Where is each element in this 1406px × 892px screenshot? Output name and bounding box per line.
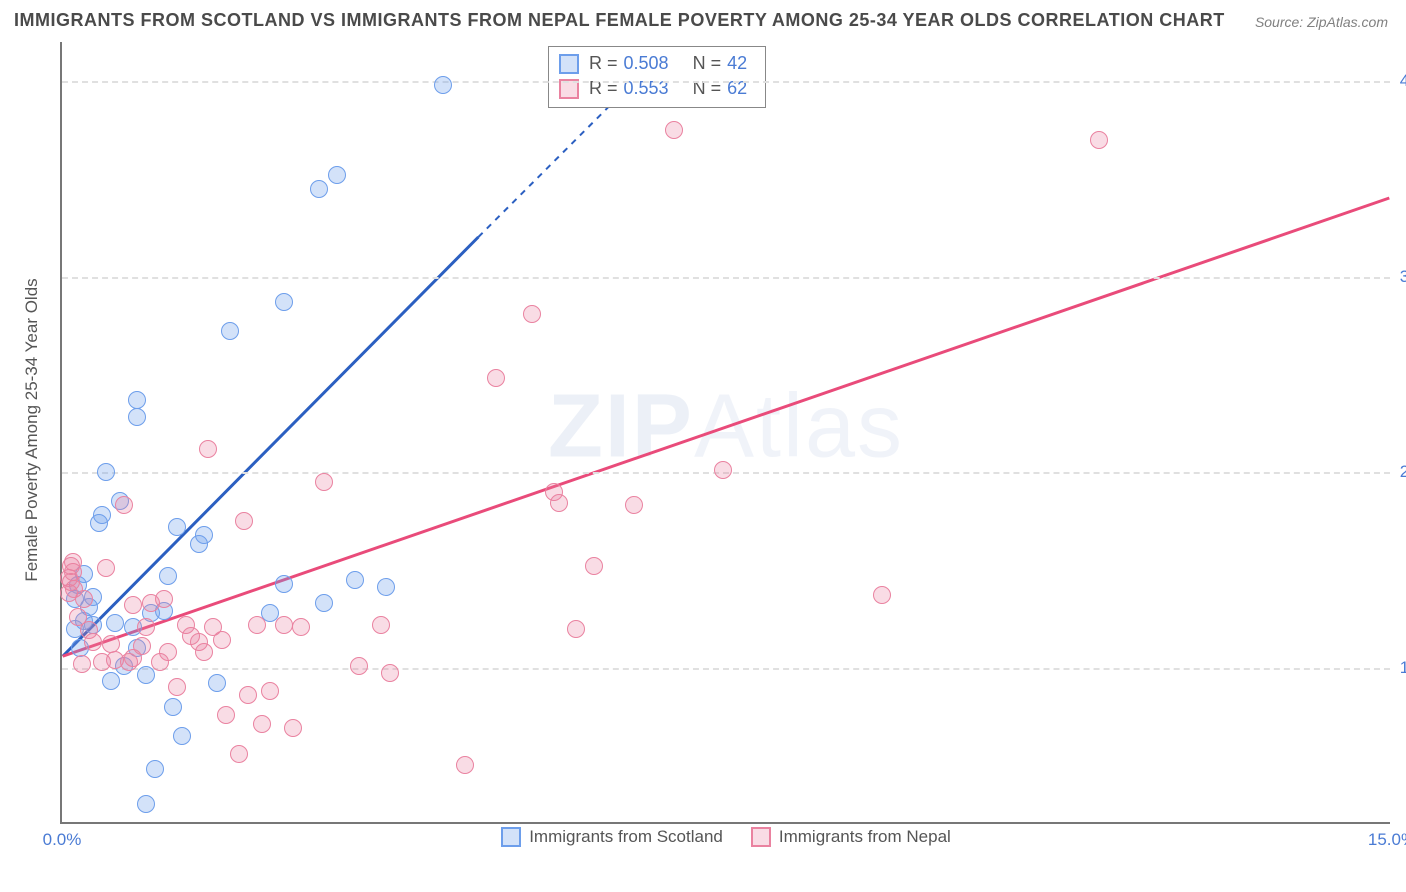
data-point-nepal	[714, 461, 732, 479]
x-tick-label: 0.0%	[43, 830, 82, 850]
data-point-scotland	[315, 594, 333, 612]
data-point-nepal	[253, 715, 271, 733]
x-tick-label: 15.0%	[1368, 830, 1406, 850]
data-point-scotland	[137, 666, 155, 684]
data-point-nepal	[159, 643, 177, 661]
data-point-nepal	[292, 618, 310, 636]
legend-label: Immigrants from Nepal	[779, 827, 951, 847]
data-point-nepal	[235, 512, 253, 530]
y-tick-label: 40.0%	[1400, 71, 1406, 91]
data-point-nepal	[381, 664, 399, 682]
data-point-nepal	[217, 706, 235, 724]
data-point-nepal	[124, 596, 142, 614]
data-point-scotland	[275, 575, 293, 593]
data-point-nepal	[487, 369, 505, 387]
trend-line-scotland	[63, 237, 479, 656]
data-point-nepal	[230, 745, 248, 763]
data-point-nepal	[73, 655, 91, 673]
source-label: Source:	[1255, 14, 1307, 30]
legend: Immigrants from Scotland Immigrants from …	[62, 827, 1390, 852]
legend-item-scotland: Immigrants from Scotland	[501, 827, 723, 847]
data-point-nepal	[625, 496, 643, 514]
data-point-nepal	[155, 590, 173, 608]
stats-n-label: N =	[693, 53, 722, 74]
legend-item-nepal: Immigrants from Nepal	[751, 827, 951, 847]
data-point-scotland	[146, 760, 164, 778]
data-point-nepal	[168, 678, 186, 696]
data-point-nepal	[567, 620, 585, 638]
data-point-scotland	[346, 571, 364, 589]
data-point-nepal	[1090, 131, 1108, 149]
data-point-nepal	[585, 557, 603, 575]
data-point-scotland	[377, 578, 395, 596]
stats-n-value: 42	[727, 53, 747, 74]
source-value: ZipAtlas.com	[1307, 14, 1388, 30]
data-point-nepal	[97, 559, 115, 577]
data-point-nepal	[137, 618, 155, 636]
y-tick-label: 10.0%	[1400, 658, 1406, 678]
stats-r-label: R =	[589, 53, 618, 74]
data-point-nepal	[350, 657, 368, 675]
data-point-nepal	[284, 719, 302, 737]
data-point-scotland	[168, 518, 186, 536]
data-point-nepal	[75, 590, 93, 608]
data-point-nepal	[115, 496, 133, 514]
legend-label: Immigrants from Scotland	[529, 827, 723, 847]
data-point-nepal	[261, 682, 279, 700]
data-point-nepal	[239, 686, 257, 704]
data-point-nepal	[199, 440, 217, 458]
gridline-h	[62, 668, 1390, 670]
correlation-stats-box: R = 0.508 N =42R =0.553N =62	[548, 46, 766, 108]
data-point-nepal	[456, 756, 474, 774]
data-point-scotland	[93, 506, 111, 524]
stats-r-value: 0.508	[624, 53, 669, 74]
data-point-nepal	[550, 494, 568, 512]
data-point-scotland	[128, 391, 146, 409]
data-point-nepal	[213, 631, 231, 649]
data-point-scotland	[106, 614, 124, 632]
stats-swatch-scotland	[559, 54, 579, 74]
data-point-nepal	[523, 305, 541, 323]
data-point-nepal	[248, 616, 266, 634]
gridline-h	[62, 277, 1390, 279]
stats-row-scotland: R = 0.508 N =42	[559, 51, 751, 76]
source-attribution: Source: ZipAtlas.com	[1255, 14, 1388, 30]
data-point-scotland	[137, 795, 155, 813]
gridline-h	[62, 81, 1390, 83]
data-point-nepal	[873, 586, 891, 604]
data-point-scotland	[128, 408, 146, 426]
trend-line-dashed-scotland	[478, 104, 611, 237]
data-point-scotland	[434, 76, 452, 94]
data-point-nepal	[133, 637, 151, 655]
data-point-scotland	[221, 322, 239, 340]
data-point-nepal	[372, 616, 390, 634]
trend-line-nepal	[63, 198, 1390, 656]
y-axis-title: Female Poverty Among 25-34 Year Olds	[22, 278, 42, 581]
stats-row-nepal: R =0.553N =62	[559, 76, 751, 101]
legend-swatch-nepal	[751, 827, 771, 847]
data-point-scotland	[328, 166, 346, 184]
data-point-scotland	[173, 727, 191, 745]
data-point-nepal	[64, 553, 82, 571]
data-point-nepal	[84, 633, 102, 651]
data-point-scotland	[208, 674, 226, 692]
data-point-scotland	[275, 293, 293, 311]
scatter-plot: ZIPAtlas R =0.508N =42R =0.553N =62 Immi…	[60, 42, 1390, 824]
data-point-nepal	[665, 121, 683, 139]
data-point-scotland	[102, 672, 120, 690]
y-tick-label: 30.0%	[1400, 267, 1406, 287]
data-point-nepal	[315, 473, 333, 491]
chart-title: IMMIGRANTS FROM SCOTLAND VS IMMIGRANTS F…	[14, 10, 1225, 31]
data-point-scotland	[310, 180, 328, 198]
data-point-scotland	[195, 526, 213, 544]
watermark-zip: ZIP	[548, 376, 694, 476]
data-point-scotland	[164, 698, 182, 716]
data-point-nepal	[275, 616, 293, 634]
trend-lines-layer	[62, 42, 1390, 822]
y-tick-label: 20.0%	[1400, 462, 1406, 482]
data-point-nepal	[195, 643, 213, 661]
data-point-scotland	[159, 567, 177, 585]
legend-swatch-scotland	[501, 827, 521, 847]
data-point-scotland	[97, 463, 115, 481]
